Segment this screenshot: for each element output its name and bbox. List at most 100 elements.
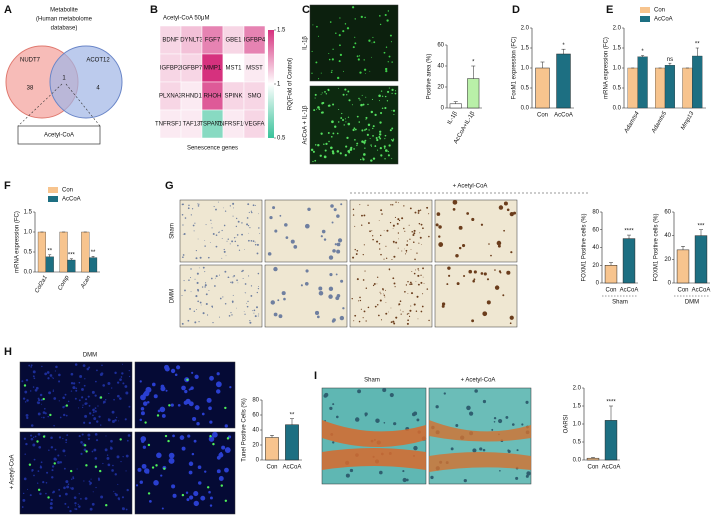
y-tick-label: 80 — [592, 210, 599, 216]
micrograph-cell — [456, 282, 460, 286]
micrograph-cell — [236, 279, 238, 282]
micrograph-cell — [171, 484, 176, 489]
micrograph-cell — [361, 94, 363, 96]
cartilage — [429, 452, 531, 472]
micrograph-cell — [209, 496, 213, 500]
micrograph-cell — [323, 238, 327, 241]
micrograph-cell — [220, 484, 223, 487]
micrograph-cell — [190, 214, 192, 216]
micrograph-cell — [269, 215, 273, 220]
micrograph-cell — [336, 214, 340, 218]
bar — [89, 257, 98, 273]
micrograph-cell — [89, 507, 93, 511]
micrograph-cell — [383, 293, 384, 295]
significance: * — [641, 49, 644, 55]
micrograph-cell — [189, 308, 191, 310]
micrograph-cell — [281, 291, 286, 296]
micrograph-cell — [340, 116, 342, 119]
micrograph-cell — [62, 396, 65, 399]
image-label: + Acetyl-CoA — [453, 184, 488, 190]
result-box — [17, 125, 101, 145]
micrograph-cell — [391, 158, 393, 160]
micrograph-cell — [363, 244, 365, 246]
micrograph-cell — [422, 227, 424, 230]
micrograph-cell — [413, 445, 418, 451]
y-tick-label: 20 — [252, 443, 259, 449]
micrograph-cell — [379, 299, 382, 302]
micrograph-cell — [312, 160, 314, 163]
y-tick-label: 0.5 — [573, 440, 582, 446]
micrograph-cell — [114, 371, 117, 375]
micrograph-cell — [450, 447, 454, 451]
micrograph-cell — [236, 234, 239, 236]
micrograph-cell — [370, 110, 374, 114]
micrograph-cell — [392, 224, 395, 227]
venn-title: (Human metabolome — [36, 17, 93, 23]
gene-label: TNFRSF1B — [155, 122, 186, 128]
micrograph-cell — [372, 235, 374, 237]
micrograph-cell — [372, 127, 374, 130]
micrograph-cell — [59, 461, 63, 464]
micrograph-cell — [82, 364, 86, 368]
micrograph-cell — [85, 450, 88, 453]
micrograph-cell — [420, 274, 422, 276]
micrograph-cell — [128, 375, 131, 378]
cartilage — [322, 420, 426, 448]
x-tick-label: Comp — [57, 274, 71, 291]
micrograph-cell — [194, 405, 200, 411]
micrograph-cell — [323, 155, 327, 159]
micrograph — [349, 264, 433, 328]
micrograph-cell — [218, 231, 220, 234]
micrograph-cell — [93, 448, 97, 452]
micrograph-cell — [328, 58, 331, 61]
micrograph-cell — [147, 400, 150, 404]
micrograph-cell — [409, 207, 412, 210]
micrograph-cell — [497, 244, 501, 248]
micrograph-cell — [224, 499, 228, 503]
micrograph-cell — [34, 435, 37, 438]
micrograph-cell — [34, 388, 38, 392]
micrograph-cell — [354, 314, 357, 317]
micrograph-cell — [320, 72, 322, 74]
micrograph-cell — [207, 256, 210, 259]
micrograph-cell — [398, 304, 400, 306]
micrograph-cell — [71, 487, 74, 490]
micrograph-cell — [400, 313, 402, 315]
micrograph-cell — [74, 397, 77, 400]
micrograph-cell — [37, 488, 41, 492]
micrograph-cell — [148, 500, 152, 503]
micrograph-cell — [59, 416, 62, 419]
micrograph-cell — [413, 303, 416, 306]
micrograph-cell — [324, 91, 326, 93]
micrograph-cell — [104, 398, 107, 401]
micrograph-cell — [168, 452, 175, 459]
micrograph-cell — [380, 209, 383, 212]
micrograph-cell — [329, 406, 333, 411]
micrograph-cell — [300, 284, 303, 287]
micrograph-cell — [392, 109, 396, 112]
y-tick-label: 40 — [437, 64, 444, 70]
micrograph-cell — [198, 321, 200, 323]
micrograph-cell — [417, 274, 420, 277]
micrograph-cell — [327, 131, 330, 134]
micrograph-cell — [237, 282, 239, 284]
micrograph-cell — [84, 414, 88, 418]
micrograph-cell — [151, 466, 155, 469]
micrograph-cell — [242, 278, 244, 279]
micrograph-cell — [368, 39, 371, 42]
micrograph-cell — [248, 211, 250, 213]
micrograph-cell — [170, 403, 174, 407]
micrograph-cell — [314, 97, 316, 99]
significance: *** — [68, 252, 76, 258]
micrograph — [19, 361, 133, 429]
micrograph-cell — [362, 103, 365, 106]
x-tick-label: Con — [605, 288, 616, 294]
micrograph-cell — [99, 396, 103, 399]
micrograph-cell — [525, 400, 529, 404]
micrograph-cell — [483, 272, 487, 276]
micrograph-cell — [376, 276, 379, 278]
micrograph-cell — [31, 470, 33, 472]
micrograph-cell — [94, 465, 98, 468]
micrograph-cell — [76, 468, 78, 470]
micrograph-cell — [100, 424, 102, 426]
